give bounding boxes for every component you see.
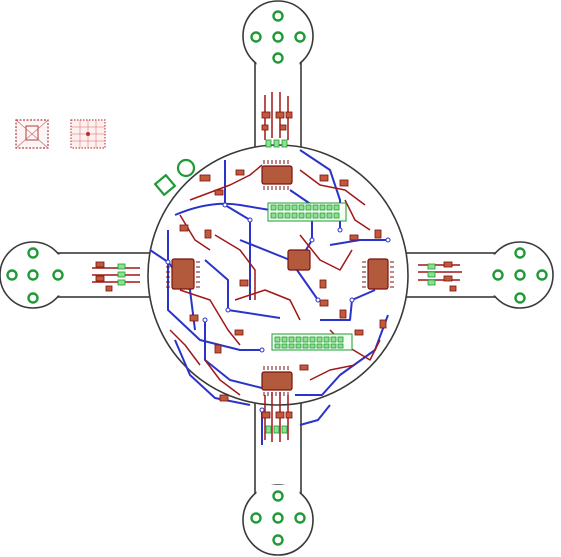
vias: [165, 202, 391, 413]
header-strip-lower: [271, 333, 353, 351]
grid-thumbnail-icon[interactable]: [70, 119, 106, 149]
arm-connector-pads: [117, 139, 436, 434]
bottom-copper-traces: [149, 149, 389, 445]
ic-top: [261, 165, 293, 185]
header-strip-upper: [267, 202, 347, 222]
ic-packages: [171, 165, 389, 391]
ic-bottom: [261, 371, 293, 391]
motor-pads: [6, 10, 548, 546]
mounting-holes: [153, 158, 196, 197]
board-thumbnail-icon[interactable]: [15, 119, 49, 149]
ic-pins: [166, 160, 394, 396]
smd-components: [95, 111, 457, 419]
ic-center: [287, 249, 311, 271]
ic-right: [367, 258, 389, 290]
ic-left: [171, 258, 195, 290]
